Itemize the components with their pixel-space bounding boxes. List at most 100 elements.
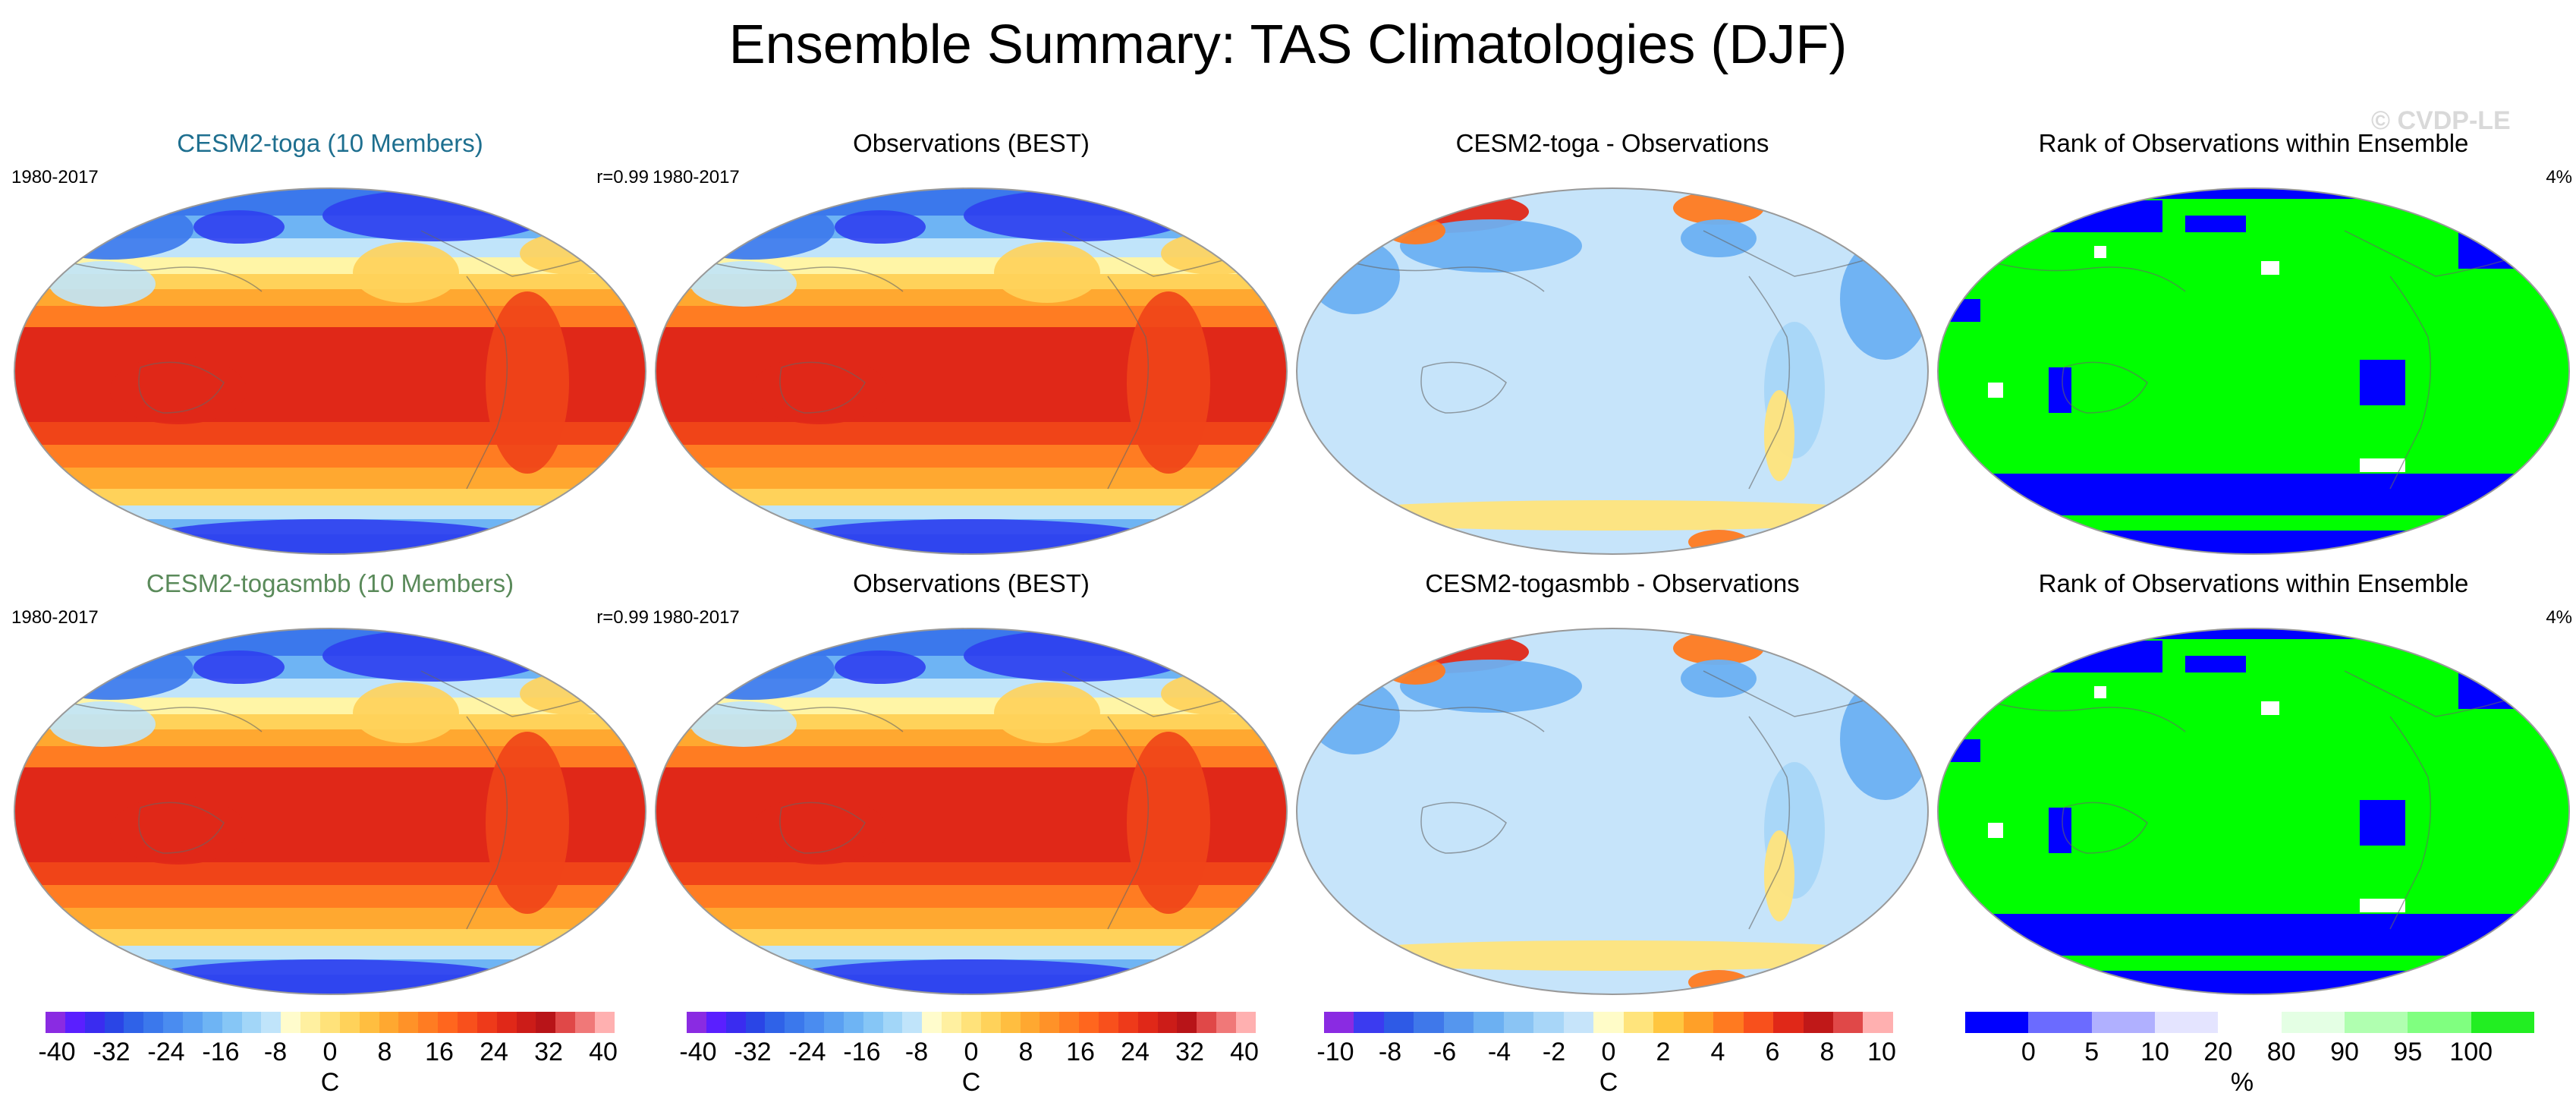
temperature-region <box>27 639 193 700</box>
colorbar-units: C <box>1599 1068 1618 1097</box>
temperature-band <box>14 506 646 520</box>
colorbar-swatch <box>1354 1012 1384 1033</box>
rank-region <box>2049 808 2071 853</box>
colorbar-tick-label: -8 <box>904 1038 929 1066</box>
colorbar-swatch <box>1533 1012 1564 1033</box>
colorbar-swatch <box>496 1012 517 1033</box>
temperature-band <box>656 468 1287 490</box>
difference-region <box>1840 679 1928 800</box>
temperature-band <box>656 506 1287 520</box>
rank-region <box>1988 383 2003 398</box>
rank-region <box>2360 458 2405 472</box>
temperature-region <box>322 630 550 682</box>
colorbar-swatch <box>1157 1012 1178 1033</box>
colorbar-swatch <box>1593 1012 1624 1033</box>
difference-region <box>1309 500 1916 531</box>
colorbar-tick-label: 32 <box>1175 1038 1204 1066</box>
difference-region <box>1400 660 1582 713</box>
colorbar-tick-label: 6 <box>1765 1038 1780 1066</box>
temperature-band <box>656 729 1287 747</box>
map-outline <box>655 187 1288 555</box>
rank-region <box>2261 701 2279 715</box>
colorbar-swatch <box>2344 1012 2408 1033</box>
colorbar-tick-label: 2 <box>1656 1038 1671 1066</box>
colorbar-swatch <box>398 1012 419 1033</box>
colorbar-tick-label: 0 <box>2021 1038 2036 1066</box>
colorbar-swatch <box>1059 1012 1080 1033</box>
colorbar-swatch <box>1563 1012 1594 1033</box>
temperature-region <box>49 261 156 307</box>
watermark: © CVDP-LE <box>2371 106 2511 135</box>
rank-region <box>1950 914 2557 956</box>
map-temperature <box>14 628 646 995</box>
map-outline <box>1937 628 2570 995</box>
colorbar-tick-label: 24 <box>1121 1038 1150 1066</box>
rank-region <box>1965 641 2162 672</box>
panel-period-label: 1980-2017 <box>11 607 99 628</box>
temperature-region <box>994 682 1100 743</box>
rank-region <box>2011 531 2504 554</box>
colorbar-swatch <box>1000 1012 1021 1033</box>
colorbar-tick-label: 10 <box>1867 1038 1896 1066</box>
difference-region <box>1400 219 1582 272</box>
colorbar-swatch <box>124 1012 144 1033</box>
colorbar-swatch <box>261 1012 282 1033</box>
colorbar-swatch <box>1474 1012 1504 1033</box>
temperature-band <box>14 274 646 290</box>
map-panel-8: Rank of Observations within Ensemble 4% <box>1935 562 2572 995</box>
figure-title: Ensemble Summary: TAS Climatologies (DJF… <box>728 14 1848 75</box>
colorbar-swatch <box>1118 1012 1138 1033</box>
map-temperature <box>655 187 1288 555</box>
map-difference <box>1296 628 1929 995</box>
colorbar-swatch <box>222 1012 242 1033</box>
rank-region <box>2458 671 2565 709</box>
colorbar-swatch <box>1803 1012 1833 1033</box>
difference-region <box>1309 238 1400 314</box>
colorbar-swatch <box>922 1012 942 1033</box>
map-panel-6: Observations (BEST) 1980-2017 <box>653 562 1290 995</box>
panel-stat-label: r=0.99 <box>596 607 649 628</box>
panel-stat-label: 4% <box>2546 167 2572 187</box>
colorbar-swatch <box>785 1012 805 1033</box>
temperature-band <box>14 929 646 946</box>
temperature-region <box>751 796 888 865</box>
colorbar-tick-label: 100 <box>2449 1038 2493 1066</box>
colorbar-units: % <box>2230 1068 2254 1097</box>
colorbar-tick-label: 0 <box>1601 1038 1616 1066</box>
rank-region <box>1950 299 1980 322</box>
colorbar-tick-label: -8 <box>1378 1038 1402 1066</box>
colorbar-tick-label: -40 <box>679 1038 717 1066</box>
colorbar-swatch <box>1832 1012 1864 1033</box>
colorbar-tick-label: -24 <box>147 1038 185 1066</box>
colorbar-tick-label: 8 <box>377 1038 392 1066</box>
temperature-region <box>486 732 569 914</box>
panel-title: CESM2-togasmbb - Observations <box>1425 569 1800 597</box>
temperature-band <box>14 289 646 307</box>
colorbar-tick-label: 40 <box>1230 1038 1259 1066</box>
colorbar-swatch <box>163 1012 184 1033</box>
colorbar-tick-label: -6 <box>1433 1038 1457 1066</box>
rank-region <box>2360 800 2405 846</box>
colorbar-tick-label: -8 <box>263 1038 288 1066</box>
rank-region <box>2185 216 2246 232</box>
colorbar-swatch <box>84 1012 105 1033</box>
colorbar-swatch <box>104 1012 124 1033</box>
colorbar-tick-label: 24 <box>480 1038 508 1066</box>
panel-period-label: 1980-2017 <box>653 167 740 187</box>
rank-region <box>2094 686 2106 698</box>
colorbar-tick-label: -32 <box>734 1038 772 1066</box>
coastlines <box>682 670 1245 930</box>
colorbar-swatch <box>1177 1012 1197 1033</box>
colorbar-swatch <box>1743 1012 1774 1033</box>
rank-region <box>2185 656 2246 672</box>
colorbar-tick-label: 0 <box>322 1038 338 1066</box>
panel-stat-label: 4% <box>2546 607 2572 628</box>
rank-region <box>1988 823 2003 838</box>
colorbar-tick-label: 8 <box>1820 1038 1835 1066</box>
map-outline <box>1937 187 2570 555</box>
colorbar-swatch <box>1773 1012 1804 1033</box>
map-panel-4: Rank of Observations within Ensemble 4% <box>1935 121 2572 555</box>
colorbar-tick-label: 4 <box>1710 1038 1725 1066</box>
colorbar-tick-label: 20 <box>2203 1038 2233 1066</box>
temperature-region <box>964 630 1191 682</box>
